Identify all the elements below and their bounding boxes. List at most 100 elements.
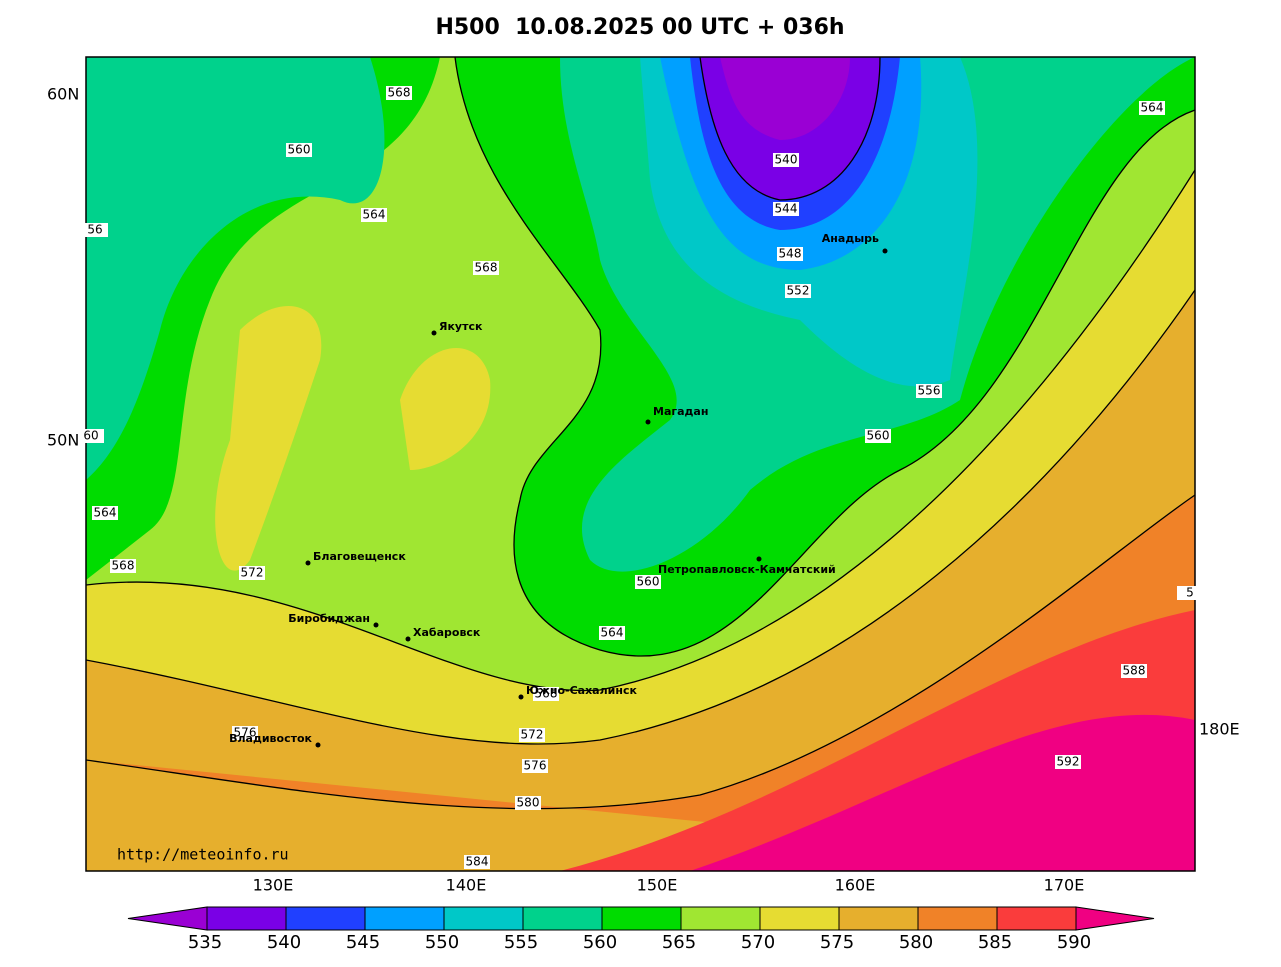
contour-label-bg <box>1139 101 1165 115</box>
colorbar-arrow <box>1075 906 1155 931</box>
city-label: Благовещенск <box>313 550 406 563</box>
height-band <box>690 714 1195 871</box>
colorbar-cell <box>285 906 366 931</box>
contour-label: 580 <box>517 796 540 810</box>
colorbar-label: 585 <box>978 932 1012 953</box>
contour-label: 568 <box>475 261 498 275</box>
latitude-label: 50N <box>47 431 79 450</box>
contour-label-bg <box>522 759 548 773</box>
colorbar-cell <box>364 906 445 931</box>
height-band <box>400 347 491 470</box>
contour-label-bg <box>785 284 811 298</box>
contour-label-bg <box>1177 586 1203 600</box>
city-label: Якутск <box>439 320 483 333</box>
contour-label: 572 <box>241 566 264 580</box>
colorbar-label: 575 <box>820 932 854 953</box>
contour-label: 568 <box>535 687 558 701</box>
contour-label-bg <box>916 384 942 398</box>
colorbar-cell <box>206 906 287 931</box>
contour-label: 552 <box>787 284 810 298</box>
city-label: Анадырь <box>822 232 879 245</box>
contour-label-bg <box>286 143 312 157</box>
contour-label-bg <box>473 261 499 275</box>
longitude-label: 180E <box>1199 720 1240 739</box>
contour-label: 56 <box>87 223 102 237</box>
city-dot <box>373 622 379 628</box>
contour-label: 60 <box>83 429 98 443</box>
colorbar-cell <box>680 906 761 931</box>
city-label: Петропавловск-Камчатский <box>658 563 836 576</box>
source-url: http://meteoinfo.ru <box>117 846 289 864</box>
contour-label: 564 <box>1141 101 1164 115</box>
contour-label: 560 <box>867 429 890 443</box>
longitude-label: 140E <box>446 876 487 895</box>
colorbar-label: 590 <box>1057 932 1091 953</box>
contour-label-bg <box>92 506 118 520</box>
contour-line <box>86 494 1195 810</box>
contour-label: 560 <box>637 575 660 589</box>
colorbar-cell <box>522 906 603 931</box>
map-area <box>86 57 1195 871</box>
longitude-label: 150E <box>637 876 678 895</box>
contour-label: 5 <box>1186 586 1194 600</box>
city-dot <box>315 742 321 748</box>
contour-label: 568 <box>388 86 411 100</box>
contour-label: 564 <box>363 208 386 222</box>
contour-label-bg <box>232 726 258 740</box>
city-dot <box>645 419 651 425</box>
height-band <box>720 57 850 140</box>
contour-label-bg <box>386 86 412 100</box>
city-dot <box>405 636 411 642</box>
contour-label-bg <box>533 687 559 701</box>
contour-label-bg <box>1121 664 1147 678</box>
contour-label-bg <box>464 855 490 869</box>
colorbar-cell <box>838 906 919 931</box>
contour-label-bg <box>865 429 891 443</box>
longitude-label: 130E <box>253 876 294 895</box>
contour-label-bg <box>519 728 545 742</box>
contour-label: 544 <box>775 202 798 216</box>
longitude-label: 170E <box>1044 876 1085 895</box>
contour-label-bg <box>361 208 387 222</box>
colorbar-cell <box>443 906 524 931</box>
contour-label-bg <box>773 153 799 167</box>
height-band <box>215 306 322 571</box>
colorbar-cell <box>759 906 840 931</box>
colorbar-cell <box>601 906 682 931</box>
city-dot <box>431 330 437 336</box>
contour-label-bg <box>78 429 104 443</box>
contour-label: 584 <box>466 855 489 869</box>
colorbar-arrow <box>127 906 208 931</box>
contour-label: 548 <box>779 247 802 261</box>
colorbar-label: 540 <box>267 932 301 953</box>
contour-label: 572 <box>521 728 544 742</box>
city-dot <box>882 248 888 254</box>
map-frame <box>85 56 1196 872</box>
city-label: Магадан <box>653 405 708 418</box>
contour-line <box>86 169 1195 692</box>
contour-label-bg <box>515 796 541 810</box>
city-label: Биробиджан <box>288 612 370 625</box>
city-label: Владивосток <box>229 732 312 745</box>
contour-label: 592 <box>1057 755 1080 769</box>
latitude-label: 60N <box>47 85 79 104</box>
city-dot <box>518 694 524 700</box>
city-dot <box>756 556 762 562</box>
colorbar-label: 550 <box>425 932 459 953</box>
contour-label-bg <box>239 566 265 580</box>
city-label: Хабаровск <box>413 626 481 639</box>
contour-label: 540 <box>775 153 798 167</box>
contour-label-bg <box>1055 755 1081 769</box>
colorbar-label: 580 <box>899 932 933 953</box>
colorbar-label: 535 <box>188 932 222 953</box>
colorbar-label: 555 <box>504 932 538 953</box>
longitude-label: 160E <box>835 876 876 895</box>
contour-label: 564 <box>601 626 624 640</box>
contour-label: 564 <box>94 506 117 520</box>
colorbar-label: 545 <box>346 932 380 953</box>
colorbar-cell <box>917 906 998 931</box>
contour-label: 576 <box>524 759 547 773</box>
height-band <box>86 57 385 480</box>
city-dot <box>305 560 311 566</box>
